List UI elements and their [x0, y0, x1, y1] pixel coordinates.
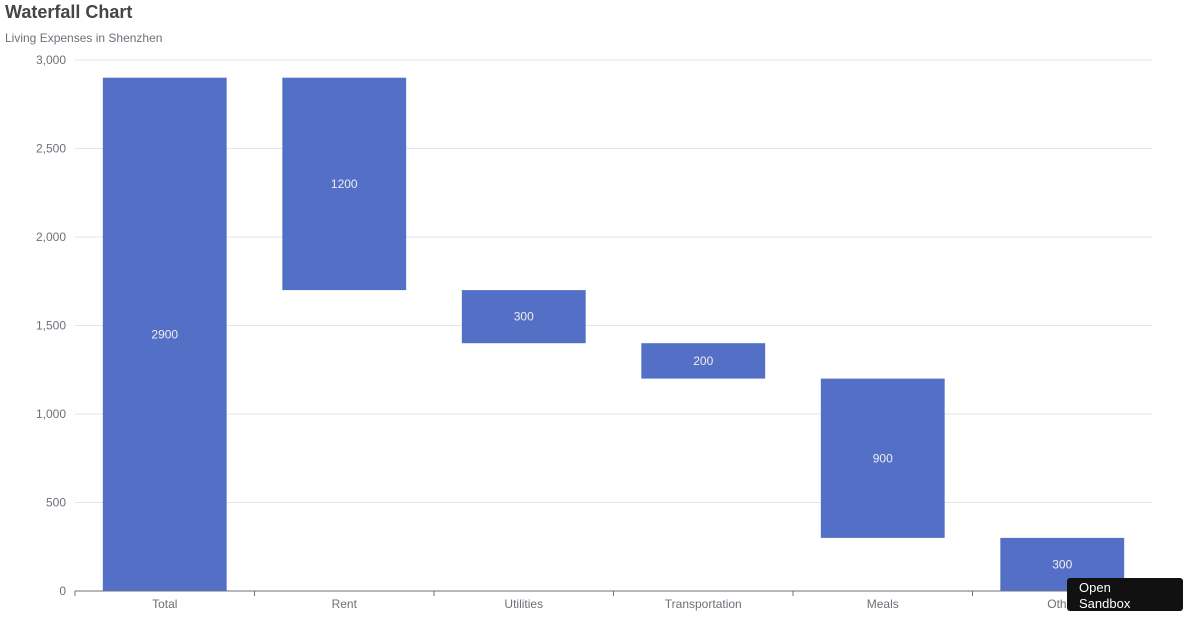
- x-tick-label: Rent: [332, 597, 358, 611]
- chart-title: Waterfall Chart: [5, 2, 133, 22]
- x-tick-label: Utilities: [504, 597, 543, 611]
- y-tick-label: 3,000: [36, 53, 66, 67]
- grid-lines: [75, 59, 1152, 503]
- x-tick-label: Meals: [867, 597, 899, 611]
- y-tick-label: 0: [59, 584, 66, 598]
- bar-data-label: 900: [873, 451, 893, 465]
- y-axis-tick-labels: 0 500 1,000 1,500 2,000 2,500 3,000: [36, 53, 66, 598]
- bar-data-labels: 2900 1200 300 200 900 300: [151, 177, 1072, 572]
- bar-data-label: 300: [1052, 557, 1072, 571]
- open-sandbox-button[interactable]: Open Sandbox: [1067, 578, 1183, 611]
- y-tick-label: 2,500: [36, 142, 66, 156]
- y-tick-label: 1,000: [36, 407, 66, 421]
- bar-data-label: 1200: [331, 177, 358, 191]
- bar[interactable]: [820, 378, 945, 538]
- bar[interactable]: [282, 77, 407, 291]
- bar-data-label: 2900: [151, 327, 178, 341]
- x-tick-label: Total: [152, 597, 177, 611]
- bar-data-label: 300: [514, 310, 534, 324]
- bar[interactable]: [102, 77, 227, 591]
- y-tick-label: 500: [46, 496, 66, 510]
- x-tick-label: Transportation: [665, 597, 742, 611]
- y-tick-label: 1,500: [36, 319, 66, 333]
- bars: [102, 77, 1125, 591]
- y-tick-label: 2,000: [36, 230, 66, 244]
- bar[interactable]: [461, 290, 586, 344]
- bar-data-label: 200: [693, 354, 713, 368]
- bar[interactable]: [641, 343, 766, 379]
- x-axis: [74, 590, 1153, 596]
- chart-subtitle: Living Expenses in Shenzhen: [5, 31, 163, 45]
- x-axis-tick-labels: Total Rent Utilities Transportation Meals Oth…: [152, 597, 1077, 611]
